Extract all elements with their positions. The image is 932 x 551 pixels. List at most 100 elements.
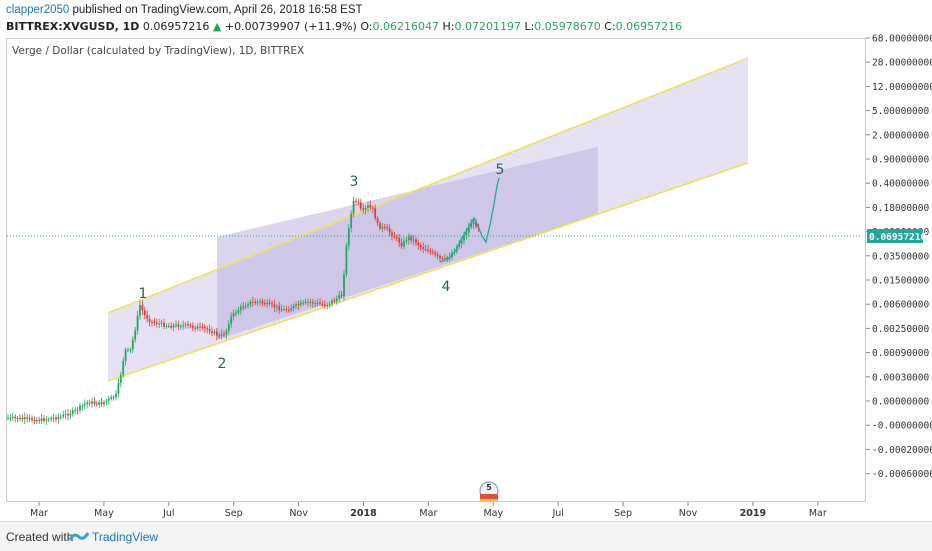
wave-label-5: 5 (496, 162, 505, 178)
candle-body (441, 258, 444, 260)
candle-body (405, 240, 408, 242)
y-tick-label: 5.00000000 (872, 106, 929, 117)
candle-body (256, 302, 259, 304)
candle-body (124, 349, 127, 362)
y-axis[interactable]: 68.00000000 28.00000000 12.00000000 5.00000… (866, 34, 932, 481)
candle-body (352, 200, 355, 214)
candle-body (165, 325, 168, 327)
candle-body (316, 302, 319, 304)
candle-body (38, 419, 41, 421)
candle-body (395, 237, 398, 239)
candle-body (362, 208, 365, 210)
close-value: 0.06957216 (615, 20, 683, 33)
candle-body (424, 248, 427, 250)
y-tick-label: 0.00090000 (872, 348, 929, 359)
candle-body (309, 301, 312, 303)
created-with-text: Created with (6, 530, 74, 544)
y-tick-label: 0.03500000 (872, 251, 929, 262)
watermark-number: 5 (486, 483, 492, 492)
candle-body (74, 409, 77, 411)
candle-body (343, 274, 345, 297)
candle-body (290, 308, 293, 311)
candle-body (16, 418, 19, 420)
candle-body (415, 239, 417, 243)
symbol-name: BITTREX:XVGUSD, 1D (6, 20, 140, 33)
author-link[interactable]: clapper2050 (6, 4, 70, 16)
low-value: 0.05978670 (534, 20, 601, 33)
candle-body (172, 325, 175, 328)
candle-body (331, 300, 333, 304)
wave-labels: 1 2 3 4 5 (139, 162, 505, 372)
candle-body (374, 208, 377, 219)
candle-body (129, 349, 132, 351)
candle-body (105, 400, 108, 402)
candle-body (213, 331, 216, 334)
candle-body (143, 310, 146, 316)
candle-body (47, 419, 50, 421)
candle-body (439, 255, 441, 259)
candle-body (434, 252, 437, 255)
high-value: 0.07201197 (454, 20, 521, 33)
candle-body (191, 325, 194, 328)
tradingview-logo-icon[interactable] (69, 530, 89, 544)
candle-body (335, 298, 338, 302)
channels (107, 57, 749, 382)
y-tick-label: 0.01500000 (872, 276, 929, 287)
candle-body (103, 401, 105, 405)
candle-body (158, 323, 161, 325)
candle-body (43, 418, 45, 421)
candle-body (465, 232, 468, 236)
candle-body (50, 418, 53, 420)
candle-body (208, 329, 211, 332)
candle-body (463, 235, 465, 241)
inner-channel (217, 147, 598, 340)
candle-body (475, 221, 477, 227)
candle-body (235, 312, 237, 314)
chart-header: clapper2050 published on TradingView.com… (0, 0, 932, 38)
y-tick-label: 0.18000000 (872, 203, 929, 214)
candle-body (223, 334, 225, 336)
candle-body (393, 235, 396, 238)
candle-body (280, 309, 283, 311)
y-tick-label: 12.00000000 (872, 82, 932, 93)
x-axis[interactable]: Mar May Jul Sep Nov 2018 Mar May Jul Sep Nov 2019 Ma… (30, 502, 827, 519)
candle-body (199, 326, 201, 328)
candle-body (91, 401, 93, 404)
y-tick-label: -0.00020000 (872, 445, 932, 456)
candle-body (323, 304, 326, 306)
candle-body (371, 207, 374, 209)
candle-body (458, 243, 461, 247)
candle-body (338, 295, 341, 299)
y-tick-label: 68.00000000 (872, 34, 932, 45)
candle-body (148, 318, 151, 322)
candle-body (220, 334, 223, 336)
x-tick-label: 2018 (350, 508, 377, 519)
candle-body (422, 247, 425, 249)
candle-body (76, 409, 79, 411)
tradingview-link[interactable]: TradingView (92, 530, 159, 544)
candle-body (278, 306, 281, 310)
candle-body (350, 213, 353, 229)
candle-body (273, 304, 276, 308)
y-tick-label: 0.40000000 (872, 179, 929, 190)
candle-body (131, 339, 134, 350)
candle-body (203, 326, 206, 329)
candle-body (160, 322, 163, 324)
candle-body (127, 349, 129, 351)
candle-body (383, 226, 386, 228)
candle-body (33, 420, 36, 422)
candle-body (275, 306, 278, 308)
candle-body (218, 335, 221, 337)
candle-body (431, 251, 434, 253)
candle-body (443, 257, 446, 259)
candle-body (35, 419, 38, 422)
candle-body (117, 382, 120, 394)
candle-body (304, 301, 307, 303)
candle-body (266, 302, 269, 305)
candle-body (292, 305, 295, 309)
candle-body (9, 417, 12, 419)
candle-body (110, 397, 113, 399)
price-chart[interactable]: 1 2 3 4 5 68.00000000 28.00000000 12.00000000 5… (0, 0, 932, 521)
open-value: 0.06216047 (372, 20, 439, 33)
x-tick-label: 2019 (740, 508, 766, 519)
